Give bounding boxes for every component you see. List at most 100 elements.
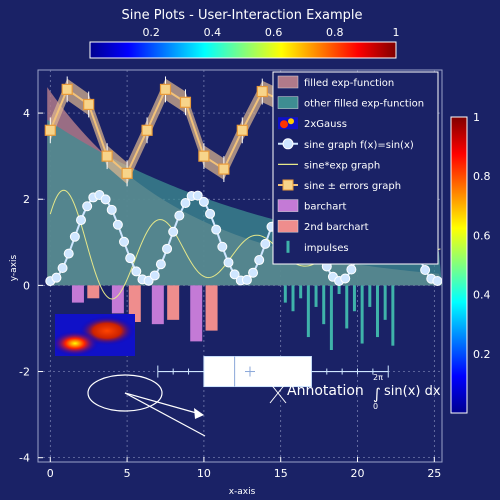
x-tick-label: 5 xyxy=(124,467,131,480)
legend-item: impulses xyxy=(286,240,349,254)
sine-marker xyxy=(205,208,216,219)
error-marker xyxy=(236,124,248,136)
sine-marker xyxy=(57,263,68,274)
legend-item: 2xGauss xyxy=(278,117,347,130)
top-colorbar-tick-label: 0.4 xyxy=(204,26,222,39)
bar xyxy=(128,285,141,322)
legend-swatch xyxy=(277,75,299,89)
error-marker xyxy=(83,98,95,111)
legend-swatch xyxy=(280,120,288,129)
error-marker xyxy=(179,96,192,108)
top-colorbar-tick-label: 1 xyxy=(393,26,400,39)
right-colorbar-tick-label: 0.4 xyxy=(473,289,491,302)
legend-item: filled exp-function xyxy=(277,75,394,89)
sine-marker xyxy=(211,224,222,235)
sine-marker xyxy=(131,266,142,277)
legend-swatch xyxy=(288,118,294,125)
legend-item: sine ± errors graph xyxy=(278,179,401,192)
legend: filled exp-function other filled exp-func… xyxy=(272,71,439,265)
annotation-formula-upper: 2π xyxy=(373,373,383,382)
sine-marker xyxy=(223,257,234,268)
right-colorbar xyxy=(450,116,468,414)
sine-marker xyxy=(229,269,240,280)
boxplot xyxy=(157,356,389,388)
top-colorbar-tick-label: 0.2 xyxy=(142,26,160,39)
x-tick-label: 25 xyxy=(427,467,441,480)
error-marker xyxy=(198,150,210,162)
sine-marker xyxy=(198,196,209,207)
sine-marker xyxy=(174,210,185,221)
x-tick-label: 10 xyxy=(197,467,211,480)
bar xyxy=(167,285,180,320)
legend-label: filled exp-function xyxy=(304,78,394,89)
right-colorbar-tick-label: 0.2 xyxy=(473,348,491,361)
sine-marker xyxy=(340,273,351,284)
legend-label: 2xGauss xyxy=(304,119,347,130)
sine-marker xyxy=(248,267,259,278)
sine-marker xyxy=(155,259,166,270)
sine-marker xyxy=(217,241,228,252)
error-marker xyxy=(101,150,113,162)
x-axis-ticks: 0 5 10 15 20 25 xyxy=(47,457,441,480)
legend-swatch xyxy=(282,179,294,191)
y-tick-label: 2 xyxy=(23,193,30,206)
sine-marker xyxy=(112,219,123,230)
y-tick-label: -2 xyxy=(19,366,30,379)
legend-label: sine ± errors graph xyxy=(304,181,401,192)
legend-label: impulses xyxy=(304,243,349,254)
top-colorbar-tick-label: 0.6 xyxy=(265,26,283,39)
sine-marker xyxy=(149,270,160,281)
sine-marker xyxy=(346,264,357,275)
error-marker xyxy=(44,124,56,136)
sine-marker xyxy=(180,198,191,209)
x-tick-label: 20 xyxy=(351,467,365,480)
error-marker xyxy=(61,83,73,95)
bar xyxy=(205,285,218,331)
legend-item: barchart xyxy=(277,199,346,213)
error-marker xyxy=(159,83,172,95)
y-tick-label: 4 xyxy=(23,107,30,120)
sine-marker xyxy=(241,274,252,285)
top-colorbar-tick-label: 0.8 xyxy=(326,26,344,39)
right-colorbar-tick-label: 0.8 xyxy=(473,170,491,183)
legend-label: sine*exp graph xyxy=(304,160,380,171)
sine-marker xyxy=(106,204,117,215)
sine-marker xyxy=(432,275,442,286)
sine-marker xyxy=(168,226,179,237)
legend-item: sine graph f(x)=sin(x) xyxy=(278,138,414,151)
legend-swatch xyxy=(277,219,299,233)
x-tick-label: 0 xyxy=(47,467,54,480)
error-marker xyxy=(218,163,230,175)
sine-marker xyxy=(51,272,62,283)
sine-marker xyxy=(420,265,431,276)
legend-label: 2nd barchart xyxy=(304,222,369,233)
annotation-formula-lower: 0 xyxy=(373,402,378,411)
barcharts xyxy=(71,285,218,342)
legend-label: sine graph f(x)=sin(x) xyxy=(304,140,414,151)
bar xyxy=(151,285,164,325)
sine-marker xyxy=(100,194,111,205)
sine-marker xyxy=(119,236,130,247)
impulses xyxy=(283,285,395,350)
sine-marker xyxy=(82,201,93,212)
legend-label: barchart xyxy=(304,202,346,213)
legend-swatch xyxy=(282,138,294,150)
error-marker xyxy=(141,124,153,136)
annotation-text: Annotation xyxy=(287,383,364,399)
annotation-integral: ∫ xyxy=(373,385,381,403)
x-tick-label: 15 xyxy=(274,467,288,480)
right-colorbar-tick-label: 1 xyxy=(473,111,480,124)
right-colorbar-ticks: 1 0.8 0.6 0.4 0.2 xyxy=(473,111,491,361)
error-marker xyxy=(256,85,268,98)
sine-marker xyxy=(69,231,80,242)
box-rect xyxy=(203,356,312,388)
legend-swatch xyxy=(277,96,299,109)
bar xyxy=(71,285,84,303)
gauss-image xyxy=(55,314,135,356)
sine-marker xyxy=(254,255,265,266)
annotation-formula-body: sin(x) dx xyxy=(384,384,441,399)
y-axis-ticks: -4 -2 0 2 4 xyxy=(19,107,43,465)
y-axis-label: y-axis xyxy=(9,254,19,281)
error-marker xyxy=(121,167,133,179)
